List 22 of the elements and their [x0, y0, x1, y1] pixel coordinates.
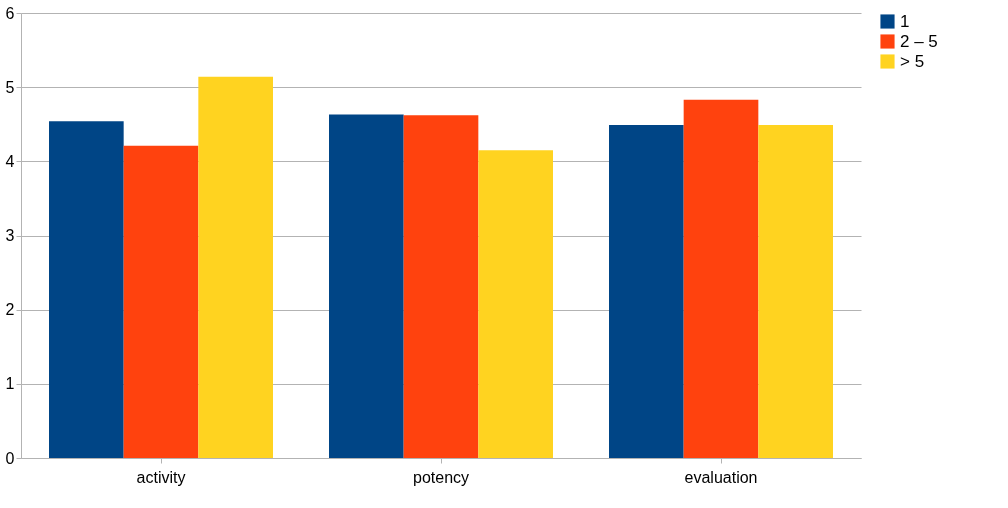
- y-tick-label: 0: [5, 449, 15, 467]
- legend-label: 1: [900, 11, 910, 31]
- bar: [123, 145, 199, 458]
- y-tick-label: 2: [5, 301, 15, 319]
- y-tick-label: 5: [5, 78, 15, 96]
- bar: [49, 121, 124, 458]
- y-tick-label: 4: [5, 152, 15, 170]
- x-tick-label: potency: [412, 468, 470, 486]
- x-tick-label: activity: [136, 468, 186, 486]
- bar: [609, 124, 684, 458]
- bar: [198, 76, 273, 458]
- bar: [478, 150, 553, 458]
- bar: [683, 99, 759, 458]
- bar: [403, 115, 479, 458]
- legend-label: > 5: [900, 51, 925, 71]
- bar: [329, 114, 404, 458]
- x-tick-label: evaluation: [684, 468, 758, 486]
- y-tick-label: 3: [5, 227, 15, 244]
- legend-label: 2 – 5: [900, 31, 938, 51]
- y-tick-label: 6: [5, 4, 15, 22]
- y-tick-label: 1: [5, 375, 15, 393]
- bar: [758, 124, 833, 458]
